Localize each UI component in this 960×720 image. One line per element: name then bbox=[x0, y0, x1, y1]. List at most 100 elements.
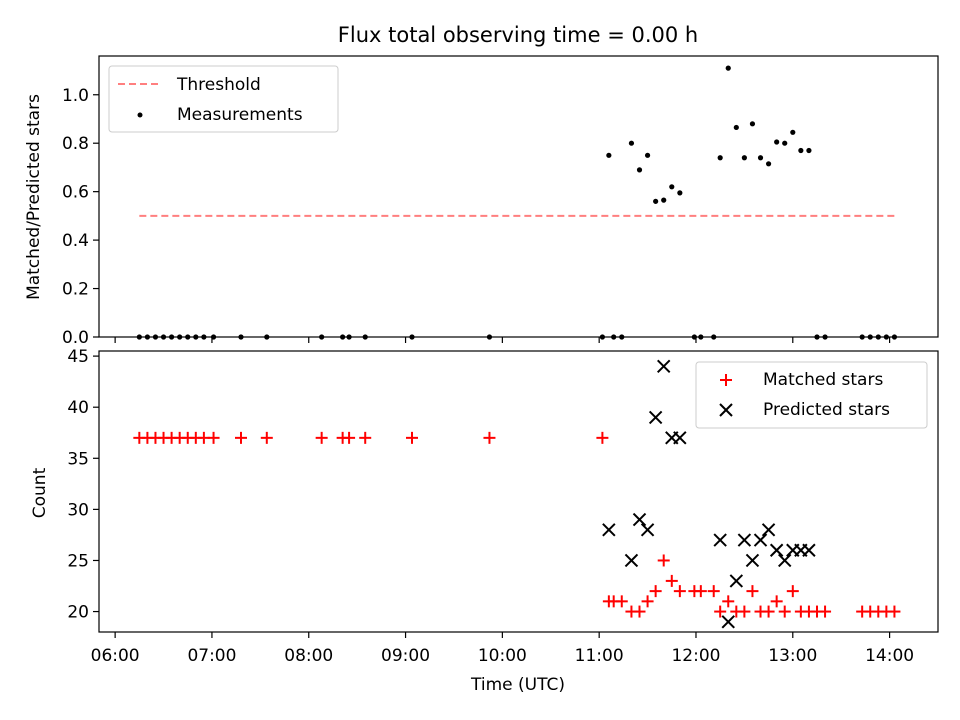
measurement-point bbox=[806, 147, 812, 154]
legend-matched-swatch bbox=[720, 374, 732, 386]
matched-star-point bbox=[778, 605, 791, 618]
matched-star-point bbox=[819, 605, 832, 618]
predicted-star-point bbox=[778, 553, 792, 568]
matched-star-point bbox=[665, 574, 678, 587]
predicted-star-point bbox=[640, 523, 655, 537]
top-y-ticks: 0.0 0.2 0.4 0.6 0.8 1.0 bbox=[62, 86, 99, 348]
legend-predicted-swatch bbox=[719, 403, 733, 417]
bottom-x-ticks: 06:00 07:00 08:00 09:00 10:00 11:00 12:00 13:00… bbox=[91, 632, 914, 666]
predicted-stars-points bbox=[602, 359, 816, 629]
legend-measurements-swatch bbox=[137, 112, 143, 118]
measurement-point bbox=[661, 197, 667, 203]
predicted-star-point bbox=[802, 543, 816, 557]
matched-star-point bbox=[786, 585, 799, 598]
bottom-x-tick-label: 09:00 bbox=[381, 646, 430, 666]
predicted-star-point bbox=[648, 410, 663, 425]
bottom-x-tick-label: 07:00 bbox=[187, 646, 236, 666]
bottom-legend: Matched stars Predicted stars bbox=[695, 361, 928, 429]
matched-star-point bbox=[343, 431, 356, 444]
predicted-star-point bbox=[673, 431, 687, 445]
measurement-point bbox=[717, 155, 723, 161]
measurement-point bbox=[606, 152, 612, 158]
measurement-point bbox=[733, 124, 739, 131]
bottom-y-tick-label: 35 bbox=[67, 449, 89, 469]
top-y-tick-label: 1.0 bbox=[62, 86, 89, 106]
top-y-tick-label: 0.8 bbox=[62, 134, 89, 154]
matched-star-point bbox=[359, 431, 372, 444]
matched-star-point bbox=[738, 605, 751, 618]
top-y-tick-label: 0.0 bbox=[62, 328, 89, 348]
top-panel: Flux total observing time = 0.00 h Match… bbox=[24, 23, 939, 348]
measurement-point bbox=[741, 155, 747, 161]
bottom-y-ticks: 20 25 30 35 40 45 bbox=[67, 347, 99, 623]
measurement-point bbox=[644, 152, 651, 158]
matched-star-point bbox=[596, 431, 609, 444]
top-legend-box bbox=[108, 65, 339, 133]
top-y-tick-label: 0.2 bbox=[62, 280, 89, 300]
predicted-star-point bbox=[769, 543, 784, 557]
predicted-star-point bbox=[761, 523, 776, 537]
matched-star-point bbox=[657, 554, 670, 567]
legend-matched-label: Matched stars bbox=[763, 370, 883, 390]
bottom-y-axis-label: Count bbox=[30, 467, 50, 518]
predicted-star-point bbox=[632, 512, 647, 527]
predicted-star-point bbox=[602, 523, 616, 537]
matched-star-point bbox=[714, 605, 727, 618]
top-y-tick-label: 0.4 bbox=[62, 231, 89, 251]
measurement-point bbox=[782, 140, 788, 146]
matched-star-point bbox=[234, 431, 247, 444]
matched-star-point bbox=[615, 595, 628, 608]
legend-predicted-label: Predicted stars bbox=[763, 400, 890, 420]
predicted-star-point bbox=[721, 615, 735, 629]
top-legend: Threshold Measurements bbox=[108, 65, 339, 133]
measurement-point bbox=[653, 198, 659, 204]
bottom-x-tick-label: 06:00 bbox=[91, 646, 140, 666]
matched-star-point bbox=[207, 431, 220, 444]
bottom-x-tick-label: 13:00 bbox=[768, 646, 817, 666]
matched-star-point bbox=[483, 431, 496, 444]
measurement-point bbox=[725, 65, 731, 71]
matched-star-point bbox=[315, 431, 328, 444]
legend-measurements-label: Measurements bbox=[177, 105, 303, 125]
bottom-x-tick-label: 14:00 bbox=[865, 646, 914, 666]
matched-star-point bbox=[649, 585, 662, 598]
top-axes-frame bbox=[98, 55, 939, 338]
top-y-axis-label: Matched/Predicted stars bbox=[24, 94, 44, 300]
matched-stars-points bbox=[133, 431, 901, 618]
top-chart-title: Flux total observing time = 0.00 h bbox=[338, 23, 698, 47]
matched-star-point bbox=[641, 595, 654, 608]
measurement-point bbox=[677, 190, 683, 196]
predicted-star-point bbox=[713, 533, 727, 547]
matched-star-point bbox=[633, 605, 646, 618]
bottom-x-tick-label: 11:00 bbox=[575, 646, 624, 666]
predicted-star-point bbox=[737, 533, 752, 547]
predicted-star-point bbox=[624, 553, 639, 568]
matched-star-point bbox=[722, 595, 735, 608]
measurement-point bbox=[765, 161, 772, 167]
matched-star-point bbox=[694, 585, 707, 598]
matched-star-point bbox=[707, 585, 720, 598]
measurement-point bbox=[628, 140, 635, 146]
matched-star-point bbox=[770, 595, 783, 608]
measurement-point bbox=[669, 184, 675, 190]
bottom-x-tick-label: 12:00 bbox=[671, 646, 720, 666]
matched-star-point bbox=[406, 431, 419, 444]
matched-star-point bbox=[260, 431, 273, 444]
top-y-tick-label: 0.6 bbox=[62, 183, 89, 203]
bottom-y-tick-label: 25 bbox=[67, 551, 89, 571]
predicted-star-point bbox=[657, 359, 671, 374]
predicted-star-point bbox=[753, 533, 768, 547]
legend-threshold-label: Threshold bbox=[176, 75, 261, 95]
matched-star-point bbox=[673, 585, 686, 598]
predicted-star-point bbox=[745, 553, 760, 568]
matched-star-point bbox=[746, 585, 759, 598]
bottom-y-tick-label: 20 bbox=[67, 603, 89, 623]
measurement-point bbox=[790, 129, 796, 135]
bottom-x-axis-label: Time (UTC) bbox=[470, 675, 565, 695]
bottom-axes-frame bbox=[98, 350, 939, 633]
bottom-x-tick-label: 10:00 bbox=[478, 646, 527, 666]
bottom-y-tick-label: 40 bbox=[67, 398, 89, 418]
measurement-point bbox=[757, 155, 764, 161]
matched-star-point bbox=[762, 605, 775, 618]
